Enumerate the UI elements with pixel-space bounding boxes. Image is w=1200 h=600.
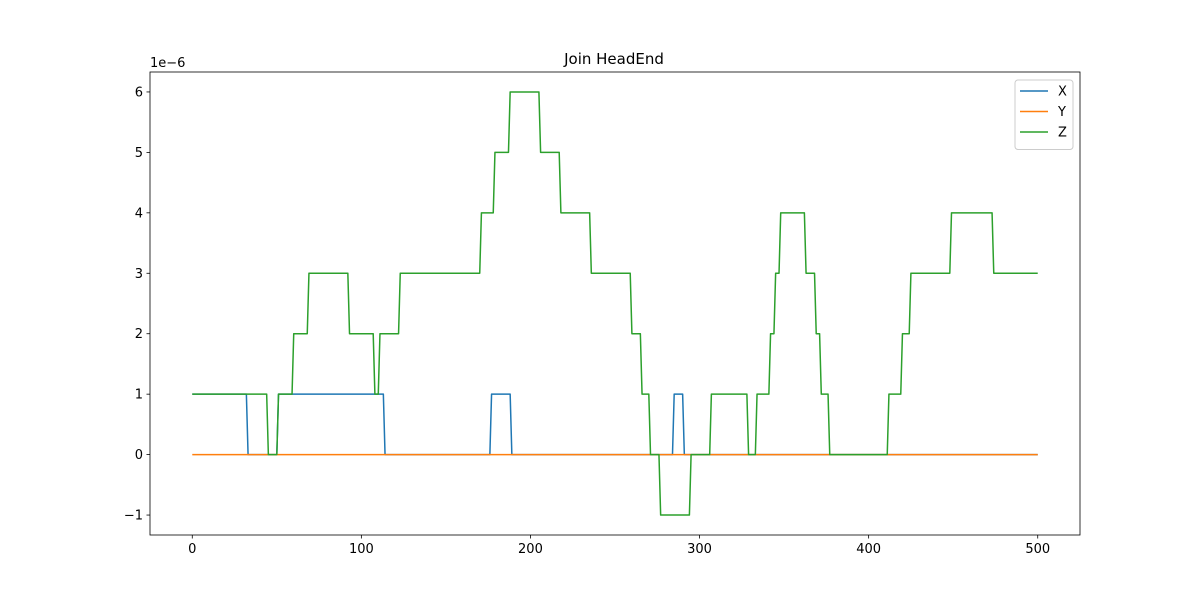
x-tick-label: 100 [349,542,374,557]
y-tick-label: 1 [135,388,143,403]
plot-frame [149,71,1081,536]
y-tick-label: 3 [135,267,143,282]
x-tick-label: 0 [188,542,196,557]
y-tick-label: 2 [135,327,143,342]
plot-lines [192,91,1038,516]
series-line-z [192,91,1038,516]
y-tick-label: 4 [135,206,143,221]
legend-label-x: X [1058,85,1067,100]
legend-label-y: Y [1057,105,1066,120]
x-tick-label: 400 [856,542,881,557]
y-tick-label: 6 [135,85,143,100]
y-offset-label: 1e−6 [150,56,185,71]
y-tick-label: 0 [135,448,143,463]
axes: 0 100 200 300 400 500 −1 0 1 2 3 4 5 6 [124,71,1081,557]
x-tick-label: 300 [687,542,712,557]
legend-label-z: Z [1058,126,1067,141]
y-tick-label: 5 [135,146,143,161]
x-tick-label: 200 [518,542,543,557]
y-tick-label: −1 [124,509,143,524]
chart-title: Join HeadEnd [563,50,664,68]
x-tick-label: 500 [1025,542,1050,557]
legend: XYZ [1014,79,1074,150]
